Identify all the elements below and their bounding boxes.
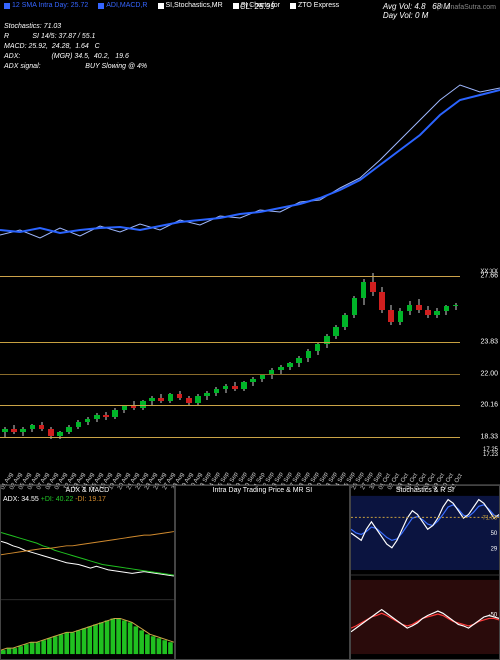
- stoch-title: Stochastics & R SI: [396, 487, 454, 494]
- intra-title: Intra Day Trading Price & MR SI: [213, 487, 313, 494]
- stochastics-panel: Stochastics & R SI 71.03 50 29 -50: [350, 485, 500, 660]
- main-price-chart: [0, 70, 500, 270]
- adx-title: ADX & MACD: [66, 487, 110, 494]
- cl-line: CL: 25.99: [240, 2, 275, 11]
- bottom-panels: ADX & MACD ADX: 34.55 +DI: 40.22 -DI: 19…: [0, 485, 500, 660]
- candle-chart: 27.6623.8322.0020.1618.33XX:XX17.2517.23…: [0, 270, 500, 485]
- svg-text:29: 29: [490, 547, 497, 553]
- adx-subtitle: ADX: 34.55 +DI: 40.22 -DI: 19.17: [3, 496, 106, 503]
- indicator-block: Stochastics: 71.03R SI 14/5: 37.87 / 55.…: [4, 22, 147, 72]
- avg-vol-label: Avg Vol: 4.8: [383, 2, 426, 11]
- intraday-panel: Intra Day Trading Price & MR SI: [175, 485, 350, 660]
- header: 12 SMA Intra Day: 25.72ADI,MACD,RSI,Stoc…: [0, 0, 500, 70]
- day-vol: Day Vol: 0 M: [383, 11, 450, 20]
- adx-macd-panel: ADX & MACD ADX: 34.55 +DI: 40.22 -DI: 19…: [0, 485, 175, 660]
- svg-text:71.03: 71.03: [482, 515, 497, 521]
- svg-text:-50: -50: [488, 612, 497, 618]
- svg-text:50: 50: [490, 531, 497, 537]
- watermark: | MunafaSutra.com: [437, 4, 496, 11]
